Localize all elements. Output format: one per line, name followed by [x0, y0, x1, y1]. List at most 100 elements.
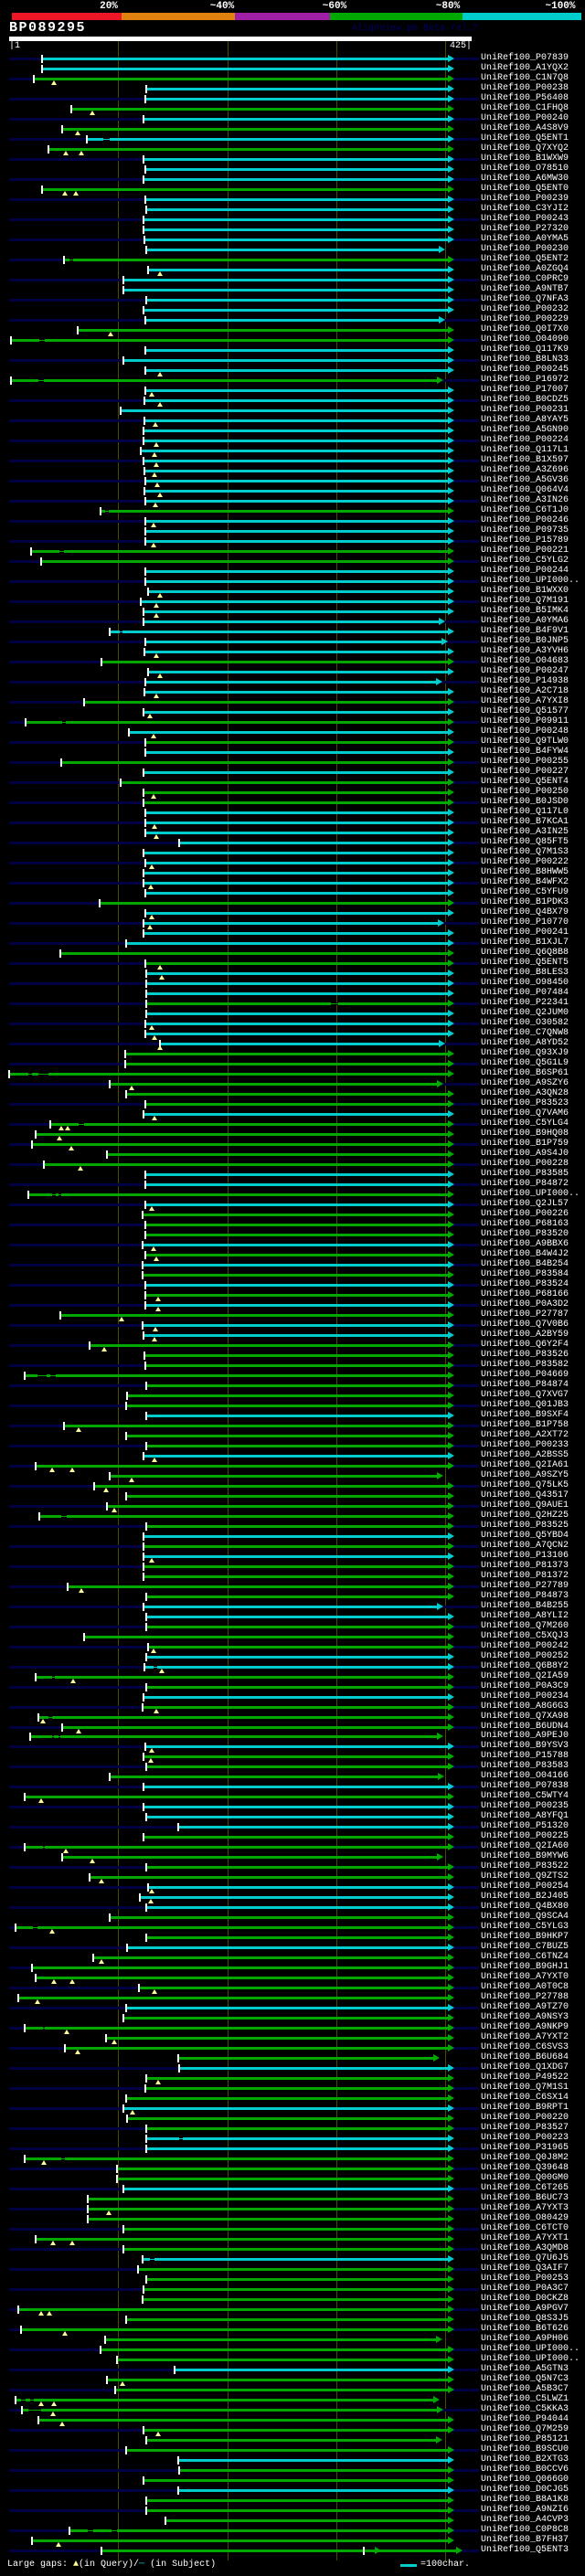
- hit-label: UniRef100_Q2IA60: [481, 1841, 569, 1851]
- subject-gap-line: [43, 2028, 45, 2029]
- hit-start-tick: [17, 2306, 19, 2314]
- hit-arrow-icon: [448, 1672, 454, 1680]
- hit-bar: [88, 2198, 448, 2200]
- hit-bar: [144, 419, 448, 422]
- hit-bar: [144, 178, 448, 181]
- hit-arrow-icon: [448, 1872, 454, 1881]
- query-gap-triangle-icon: [61, 2331, 68, 2336]
- hit-label: UniRef100_P10770: [481, 917, 569, 928]
- hit-arrow-icon: [448, 2234, 454, 2242]
- hit-label: UniRef100_A2BY59: [481, 1330, 569, 1340]
- hit-bar: [126, 2318, 448, 2321]
- hit-label: UniRef100_Q5N7C3: [481, 2374, 569, 2384]
- hit-start-tick: [93, 1482, 95, 1490]
- hit-start-tick: [143, 618, 144, 626]
- hit-arrow-icon: [448, 74, 454, 82]
- hit-arrow-icon: [448, 818, 454, 826]
- hit-label: UniRef100_Q5ENT4: [481, 777, 569, 787]
- hit-arrow-icon: [448, 345, 454, 354]
- hit-label: UniRef100_UPI000..: [481, 2344, 580, 2354]
- hit-arrow-icon: [448, 305, 454, 313]
- hit-start-tick: [145, 1010, 147, 1018]
- query-gap-triangle-icon: [147, 1899, 154, 1903]
- hit-label: UniRef100_C6SVS3: [481, 2042, 569, 2052]
- hit-label: UniRef100_A7YXT3: [481, 2203, 569, 2213]
- hit-arrow-icon: [448, 2194, 454, 2202]
- hit-label: UniRef100_A8YLI2: [481, 1611, 569, 1621]
- hit-label: UniRef100_B9MYW6: [481, 1851, 569, 1861]
- hit-start-tick: [61, 125, 63, 133]
- query-gap-triangle-icon: [48, 1929, 55, 1934]
- hit-bar: [125, 1063, 448, 1065]
- query-bar: [9, 37, 472, 41]
- hit-arrow-icon: [448, 1089, 454, 1097]
- hit-label: UniRef100_B7KCA1: [481, 817, 569, 827]
- hit-label: UniRef100_B8LES3: [481, 968, 569, 978]
- hit-bar: [144, 711, 448, 714]
- hit-arrow-icon: [448, 2154, 454, 2162]
- hit-label: UniRef100_P07839: [481, 53, 569, 63]
- hit-start-tick: [144, 95, 146, 103]
- hit-bar: [175, 2369, 448, 2371]
- hit-arrow-icon: [448, 717, 454, 726]
- hit-start-tick: [116, 2175, 118, 2183]
- hit-start-tick: [145, 2436, 147, 2444]
- query-gap-triangle-icon: [75, 1729, 81, 1733]
- hit-label: UniRef100_Q4BX80: [481, 1902, 569, 1912]
- hit-arrow-icon: [448, 1260, 454, 1268]
- hit-start-tick: [144, 688, 145, 696]
- query-gap-triangle-icon: [151, 472, 157, 477]
- hit-bar: [148, 269, 448, 271]
- query-gap-triangle-icon: [156, 593, 163, 598]
- hit-arrow-icon: [448, 1009, 454, 1017]
- hit-start-tick: [125, 1090, 127, 1098]
- hit-arrow-icon: [448, 1300, 454, 1309]
- hit-start-tick: [105, 2034, 107, 2042]
- hit-arrow-icon: [448, 2043, 454, 2051]
- query-gap-triangle-icon: [89, 1859, 95, 1863]
- hit-bar: [144, 1696, 448, 1699]
- hit-bar: [148, 590, 448, 593]
- hit-start-tick: [63, 1422, 65, 1430]
- hit-label: UniRef100_P84872: [481, 1179, 569, 1189]
- hit-start-tick: [10, 336, 12, 345]
- hit-start-tick: [145, 2145, 147, 2153]
- hit-arrow-icon: [448, 1842, 454, 1850]
- hit-start-tick: [144, 316, 146, 324]
- hit-bar: [101, 510, 448, 513]
- hit-start-tick: [20, 2326, 22, 2334]
- hit-label: UniRef100_P09911: [481, 716, 569, 726]
- hit-bar: [144, 791, 448, 794]
- hit-bar: [146, 1686, 448, 1689]
- hit-arrow-icon: [448, 265, 454, 273]
- hit-label: UniRef100_C0P8C8: [481, 2525, 569, 2535]
- hit-start-tick: [144, 2084, 146, 2093]
- hit-label: UniRef100_A2XT72: [481, 1430, 569, 1440]
- hit-label: UniRef100_A3Z696: [481, 465, 569, 475]
- hit-start-tick: [144, 1743, 146, 1751]
- hit-label: UniRef100_P00244: [481, 566, 569, 576]
- subject-gap-line: [88, 2530, 93, 2531]
- hit-start-tick: [143, 1833, 144, 1841]
- scale-start-label: |1: [9, 41, 21, 51]
- hit-label: UniRef100_Q7XVG7: [481, 1390, 569, 1400]
- hit-arrow-icon: [448, 1973, 454, 1981]
- hit-arrow-icon: [437, 1852, 443, 1860]
- hit-label: UniRef100_B6SP61: [481, 1068, 569, 1078]
- hit-start-tick: [144, 537, 146, 546]
- hit-bar: [145, 1173, 448, 1176]
- identity-scale-segment: [122, 13, 235, 20]
- query-gap-triangle-icon: [156, 493, 163, 497]
- hit-arrow-icon: [439, 1039, 445, 1047]
- hit-bar: [145, 1183, 448, 1186]
- hit-label: UniRef100_C5YFU9: [481, 887, 569, 897]
- query-gap-triangle-icon: [156, 271, 163, 276]
- hit-arrow-icon: [448, 1411, 454, 1419]
- hit-start-tick: [144, 1181, 146, 1189]
- hit-arrow-icon: [448, 1290, 454, 1299]
- hit-start-tick: [38, 1512, 40, 1521]
- hit-label: UniRef100_UPI000..: [481, 576, 580, 586]
- hit-arrow-icon: [448, 1993, 454, 2001]
- query-gap-triangle-icon: [153, 694, 159, 698]
- hit-label: UniRef100_UPI000..: [481, 1189, 580, 1199]
